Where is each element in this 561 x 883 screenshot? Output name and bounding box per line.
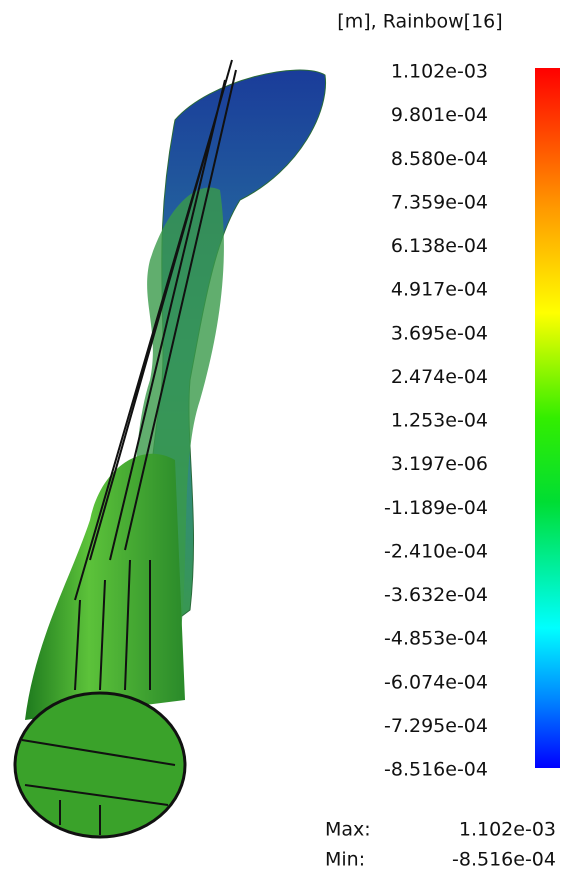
- legend-label: 1.253e-04: [391, 410, 488, 432]
- viewport: [m], Rainbow[16] 1.102e-03 9.801e-04 8.580…: [0, 0, 561, 883]
- legend-label: 7.359e-04: [391, 191, 488, 213]
- legend-label: 4.917e-04: [391, 279, 488, 301]
- legend-label: -6.074e-04: [384, 671, 488, 693]
- legend-label: 2.474e-04: [391, 366, 488, 388]
- legend-label: 1.102e-03: [391, 61, 488, 83]
- color-bar: [535, 68, 560, 768]
- legend-label: 9.801e-04: [391, 104, 488, 126]
- legend-label: -3.632e-04: [384, 584, 488, 606]
- legend-title: [m], Rainbow[16]: [337, 11, 502, 33]
- model: [15, 60, 326, 837]
- legend-label: 8.580e-04: [391, 148, 488, 170]
- legend-label: -8.516e-04: [384, 759, 488, 781]
- min-label: Min:: [325, 849, 365, 871]
- legend-label: 3.695e-04: [391, 322, 488, 344]
- legend-label: -4.853e-04: [384, 628, 488, 650]
- legend-label: -7.295e-04: [384, 715, 488, 737]
- legend-label: -1.189e-04: [384, 497, 488, 519]
- legend-labels: 1.102e-03 9.801e-04 8.580e-04 7.359e-04 6.13…: [384, 61, 488, 781]
- scene: [m], Rainbow[16] 1.102e-03 9.801e-04 8.580…: [0, 0, 561, 883]
- max-label: Max:: [325, 819, 371, 841]
- legend-label: -2.410e-04: [384, 540, 488, 562]
- legend-label: 6.138e-04: [391, 235, 488, 257]
- min-value: -8.516e-04: [452, 849, 556, 871]
- max-value: 1.102e-03: [459, 819, 556, 841]
- legend-label: 3.197e-06: [391, 453, 488, 475]
